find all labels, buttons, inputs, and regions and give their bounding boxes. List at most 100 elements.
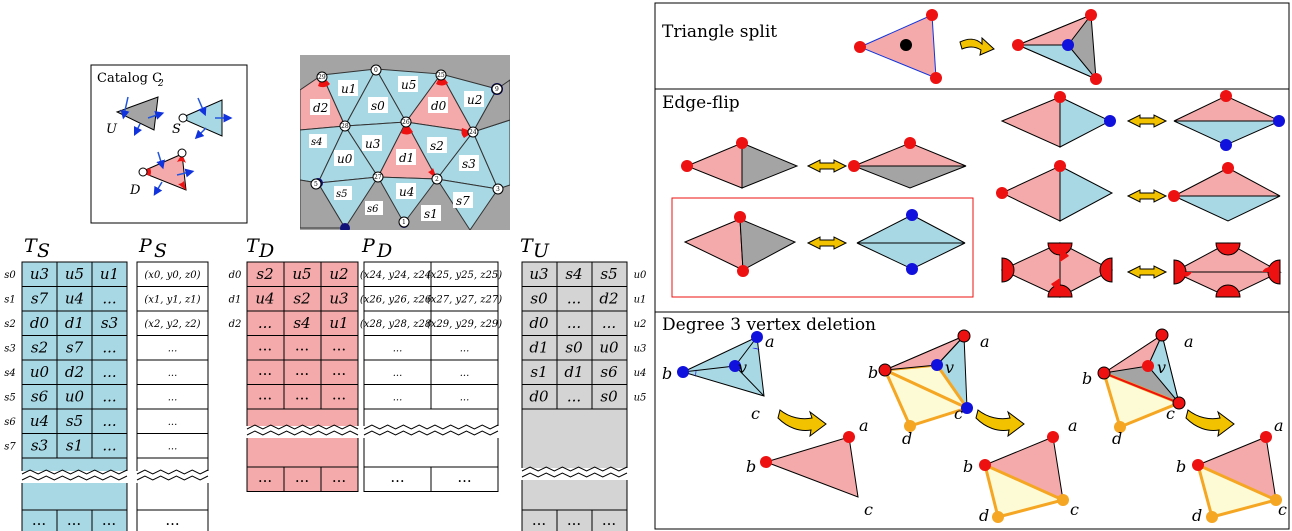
- vertex-label: 26: [402, 119, 410, 126]
- cell-value: s4: [293, 314, 310, 332]
- vertex-label: 25: [437, 72, 445, 79]
- cell-value: ...: [165, 511, 179, 529]
- cell-value: ...: [102, 437, 116, 455]
- cell-value: ...: [460, 368, 470, 379]
- cell-value: u3: [329, 290, 348, 308]
- cell-value: (x28, y28, z28): [360, 319, 435, 330]
- row-label: s4: [4, 368, 16, 379]
- cell-value: d0: [30, 314, 50, 332]
- catalog-triangle-u: U: [106, 96, 165, 137]
- deletion-label-b: b: [1176, 457, 1186, 476]
- tu-head: T: [520, 235, 534, 257]
- cell-value: s5: [66, 412, 83, 430]
- cell-value: (x26, y26, z26): [360, 295, 435, 306]
- cell-value: s0: [530, 290, 548, 308]
- mesh-label: s4: [311, 137, 323, 148]
- cell-value: d2: [65, 363, 84, 381]
- cell-value: s0: [565, 339, 583, 357]
- cell-value: (x24, y24, z24): [360, 270, 435, 281]
- deletion-label-d: d: [979, 506, 989, 525]
- cell-value: ...: [332, 386, 346, 404]
- cell-value: ...: [258, 361, 272, 379]
- cell-value: ...: [567, 290, 581, 308]
- deletion-label-v: v: [738, 358, 747, 377]
- table-headers: T S P S T D P D T U: [24, 235, 550, 262]
- td-sub: D: [258, 240, 274, 262]
- cell-value: s1: [66, 437, 83, 455]
- deletion-label-c: c: [1166, 404, 1175, 423]
- deletion-label-a: a: [765, 332, 775, 351]
- cell-value: ...: [258, 314, 272, 332]
- cell-value: ...: [393, 393, 403, 404]
- row-label: d0: [229, 270, 242, 281]
- cell-value: ...: [258, 468, 272, 486]
- deletion-label-a: a: [1274, 416, 1284, 435]
- cell-value: s4: [565, 265, 582, 283]
- cell-value: ...: [602, 314, 616, 332]
- cell-value: ...: [258, 337, 272, 355]
- td-head: T: [246, 235, 260, 257]
- deletion-label-b: b: [1082, 369, 1092, 388]
- cell-value: ...: [390, 468, 404, 486]
- ps-sub: S: [154, 240, 167, 262]
- row-label: s7: [4, 442, 16, 453]
- table-cell: [21, 384, 58, 410]
- mesh-label: s0: [371, 99, 385, 113]
- cell-value: d1: [564, 363, 583, 381]
- row-label: u3: [634, 344, 647, 355]
- table-cell: [91, 261, 128, 287]
- mesh-labels: u1 s0 u5 d0 u2 d2 s4 u0 u3 d1 s2 s3 s5: [309, 76, 484, 221]
- cell-value: ...: [332, 468, 346, 486]
- cell-value: ...: [460, 393, 470, 404]
- mesh-label: s5: [336, 189, 348, 200]
- mesh-label: d2: [313, 101, 328, 115]
- cell-value: s3: [31, 437, 48, 455]
- table-tu: u0 u3 s4 s5 u1 s0... d2 u2 d0... ... u3 d1 s0 u0 u4 s1 d…: [521, 261, 647, 531]
- table-cell: [91, 359, 128, 385]
- panel-triangle-split: Triangle split: [662, 9, 1102, 85]
- table-cell: [91, 335, 128, 361]
- cell-value: s2: [31, 339, 48, 357]
- table-td: d0 s2 u5 u2 d1 u4 s2 u3 d2... s4 u1...............…: [229, 261, 359, 492]
- split-arrow: [959, 36, 995, 56]
- row-label: s6: [4, 417, 16, 428]
- vertex-label: 0: [374, 67, 378, 74]
- row-label: u0: [634, 270, 647, 281]
- cell-value: ...: [393, 344, 403, 355]
- cell-value: u1: [100, 265, 119, 283]
- row-label: d2: [229, 319, 242, 330]
- row-label: u4: [634, 368, 647, 379]
- cell-value: (x0, y0, z0): [144, 270, 200, 281]
- vertex-label: 27: [374, 174, 382, 181]
- cell-value: s2: [256, 265, 273, 283]
- mesh-label: s7: [456, 194, 470, 208]
- row-label: d1: [229, 295, 242, 306]
- cell-value: (x1, y1, z1): [144, 295, 200, 306]
- cell-value: ...: [532, 511, 546, 529]
- cell-value: ...: [168, 393, 178, 404]
- table-cell: [21, 310, 58, 336]
- vertex-label: 2: [435, 176, 439, 183]
- cell-value: u2: [329, 265, 348, 283]
- mesh-label: s6: [367, 204, 379, 215]
- mesh-label: d0: [431, 99, 447, 113]
- cell-value: ...: [168, 344, 178, 355]
- mesh-label: d1: [399, 151, 414, 165]
- cell-value: u3: [30, 265, 49, 283]
- cell-value: s0: [600, 388, 618, 406]
- ts-head: T: [24, 235, 38, 257]
- mesh-label: s2: [430, 139, 444, 153]
- deletion-label-a: a: [1184, 332, 1194, 351]
- pd-sub: D: [376, 240, 392, 262]
- deletion-label-d: d: [1112, 429, 1122, 448]
- vertex-label: 28: [341, 123, 349, 130]
- split-title: Triangle split: [662, 22, 777, 42]
- row-label: u2: [634, 319, 647, 330]
- cell-value: d1: [65, 314, 84, 332]
- deletion-label-b: b: [868, 363, 878, 382]
- cell-value: ...: [567, 388, 581, 406]
- vertex-label: 1: [402, 219, 406, 226]
- table-cell: [56, 408, 93, 434]
- vertex-label: 24: [469, 129, 477, 136]
